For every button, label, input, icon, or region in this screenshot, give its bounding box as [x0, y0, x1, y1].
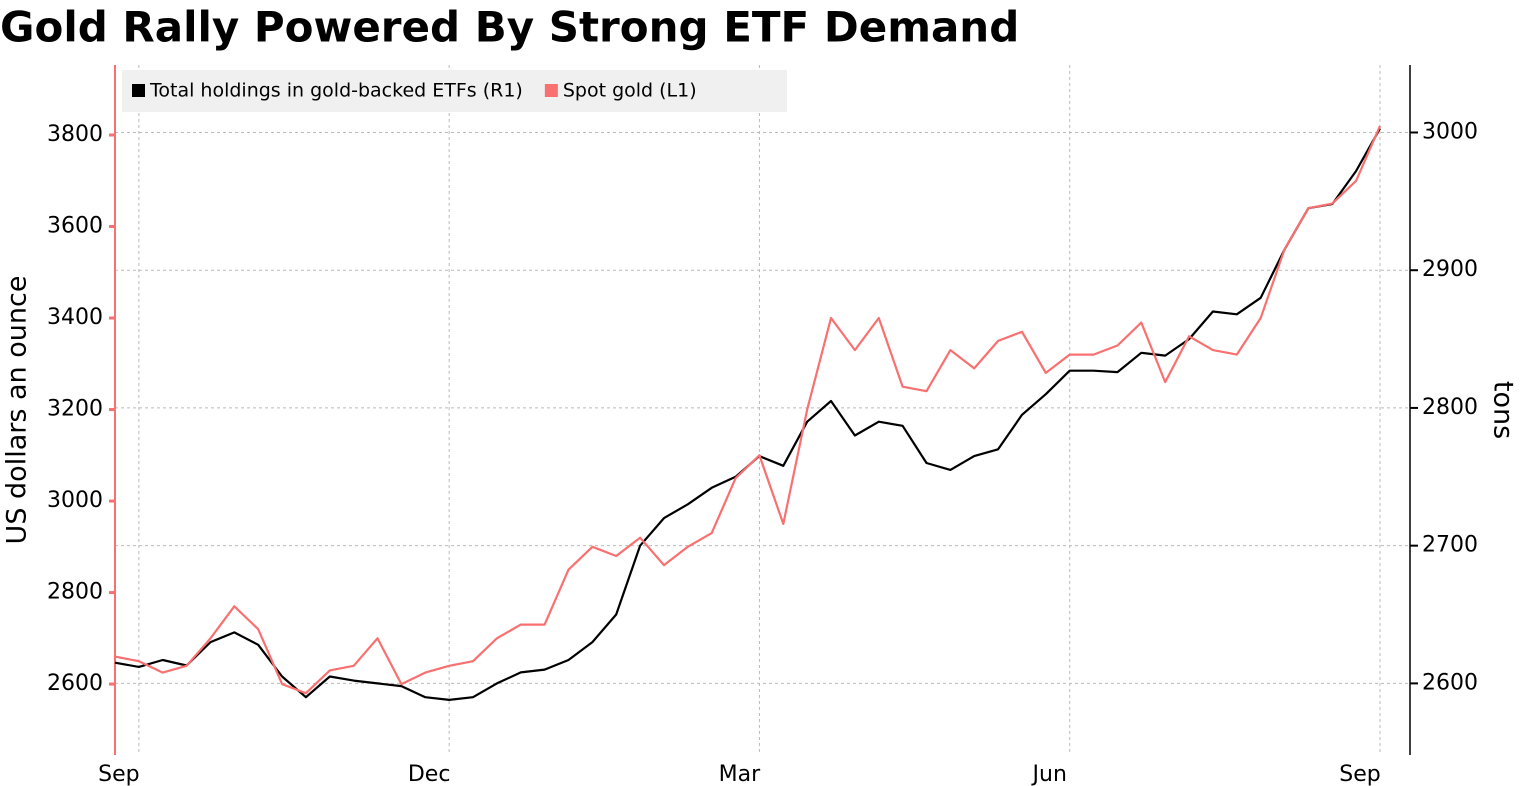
y2-tick-label: 2600 [1422, 670, 1478, 695]
y2-tick-label: 2800 [1422, 395, 1478, 420]
x-tick-label: Jun [1031, 762, 1067, 786]
legend-label: Spot gold (L1) [563, 80, 697, 102]
x-tick-label: Sep [98, 762, 139, 786]
y2-tick-label: 2900 [1422, 257, 1478, 282]
y-tick-label: 3400 [47, 305, 103, 330]
legend-box [122, 70, 787, 112]
y-tick-label: 3000 [47, 488, 103, 513]
legend-label: Total holdings in gold-backed ETFs (R1) [149, 80, 523, 102]
y2-axis-label: tons [1488, 381, 1519, 439]
y-tick-label: 3800 [47, 122, 103, 147]
y-axis-label: US dollars an ounce [2, 276, 33, 545]
y2-tick-label: 3000 [1422, 119, 1478, 144]
y2-tick-label: 2700 [1422, 533, 1478, 558]
x-tick-label: Mar [719, 762, 761, 786]
legend-swatch [132, 84, 145, 97]
y-tick-label: 3200 [47, 397, 103, 422]
y-tick-label: 2600 [47, 671, 103, 696]
x-tick-label: Dec [408, 762, 451, 786]
series-line [114, 125, 1382, 695]
series-line [114, 127, 1381, 702]
y-tick-label: 3600 [47, 214, 103, 239]
chart-title: Gold Rally Powered By Strong ETF Demand [0, 3, 1019, 52]
legend-swatch [544, 84, 558, 97]
y-tick-label: 2800 [47, 580, 103, 605]
x-tick-label: Sep [1339, 762, 1380, 786]
